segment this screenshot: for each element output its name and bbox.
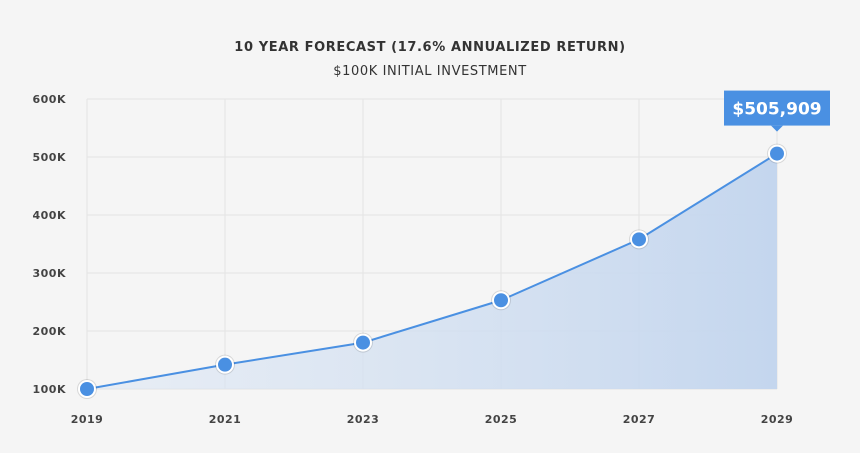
x-tick-label: 2027: [623, 413, 656, 426]
data-point-marker[interactable]: [491, 290, 511, 311]
marker-layer: [77, 143, 787, 399]
x-axis-ticks: 2019 2021 2023 2025 2027 2029: [71, 413, 794, 426]
y-tick-label: 600K: [33, 93, 67, 106]
y-tick-label: 400K: [33, 209, 67, 222]
area-layer: [87, 153, 777, 389]
line-layer: [86, 152, 778, 390]
x-tick-label: 2019: [71, 413, 104, 426]
y-tick-label: 500K: [33, 151, 67, 164]
x-tick-label: 2025: [485, 413, 518, 426]
callout-box: [724, 90, 830, 126]
data-point-marker[interactable]: [353, 332, 373, 353]
callout-value: $505,909: [732, 100, 821, 120]
chart-title: 10 YEAR FORECAST (17.6% ANNUALIZED RETUR…: [234, 40, 625, 55]
x-tick-label: 2023: [347, 413, 380, 426]
data-point-marker[interactable]: [215, 354, 235, 375]
x-tick-label: 2029: [761, 413, 794, 426]
callout-pointer: [771, 125, 783, 132]
y-tick-label: 200K: [33, 325, 67, 338]
x-tick-label: 2021: [209, 413, 242, 426]
y-tick-label: 300K: [33, 267, 67, 280]
series-area: [87, 153, 777, 389]
data-point-marker[interactable]: [767, 143, 787, 164]
series-line: [86, 152, 778, 390]
value-callout: $505,909: [724, 90, 830, 132]
data-point-marker[interactable]: [77, 379, 97, 399]
y-tick-label: 100K: [33, 383, 67, 396]
chart-subtitle: $100K INITIAL INVESTMENT: [333, 64, 527, 79]
y-axis-ticks: 100K 200K 300K 400K 500K 600K: [33, 93, 67, 396]
data-point-marker[interactable]: [629, 229, 649, 250]
